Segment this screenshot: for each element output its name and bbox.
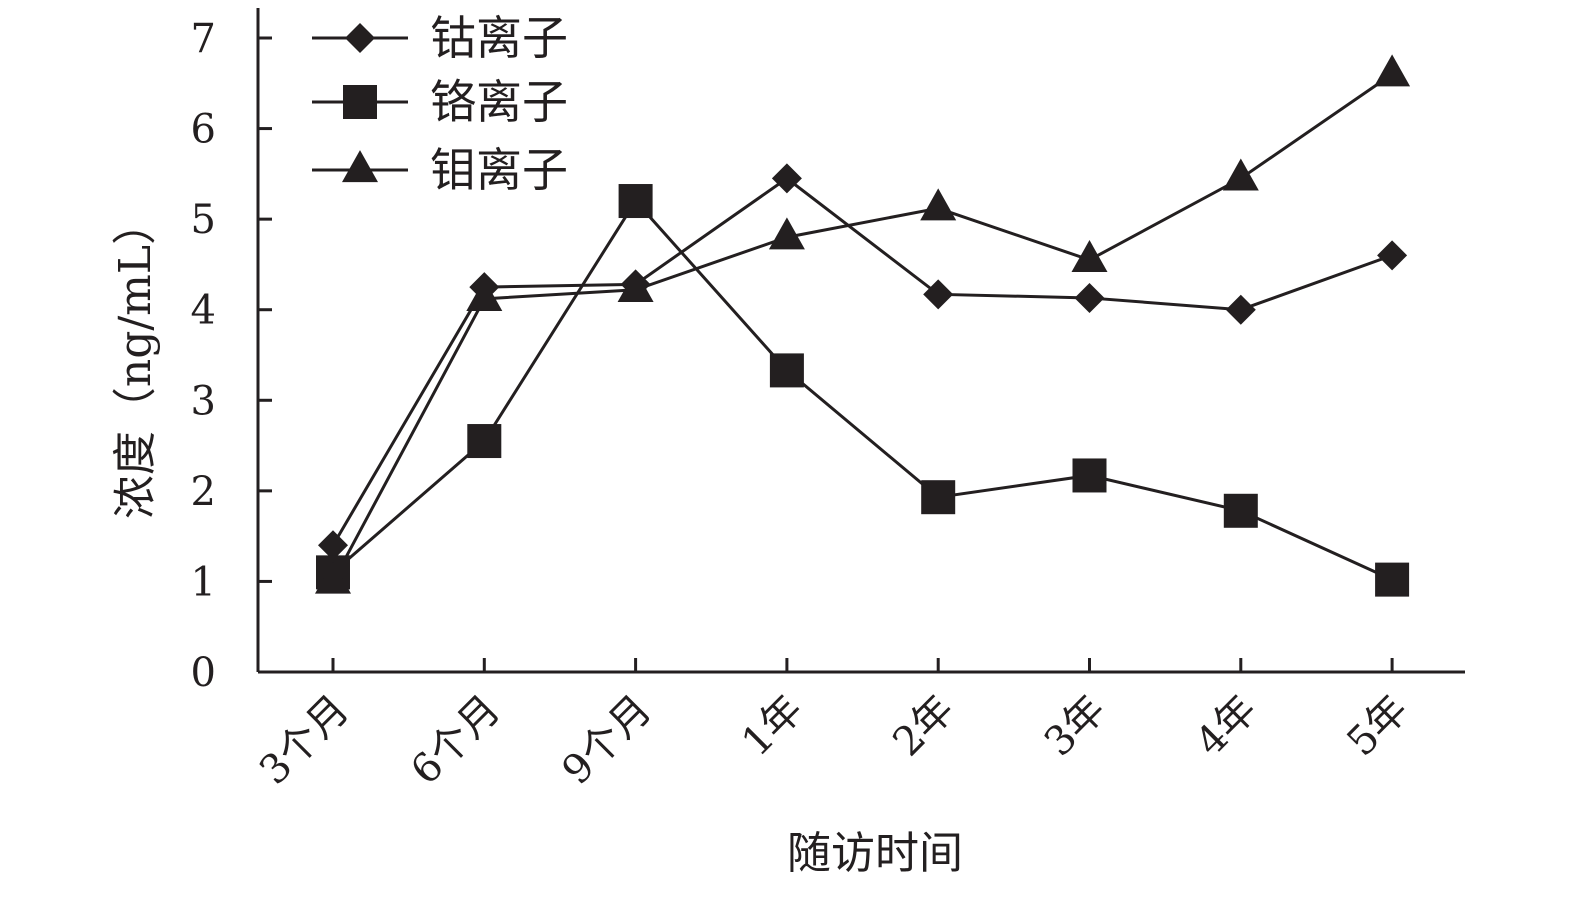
- triangle-point: [315, 561, 351, 594]
- series-lines: [331, 72, 1393, 583]
- x-tick-label: 5年: [1338, 687, 1417, 766]
- y-tick-label: 1: [191, 559, 216, 605]
- triangle-point: [617, 269, 654, 302]
- square-point: [769, 353, 804, 388]
- series-markers: [315, 54, 1411, 597]
- square-point: [618, 184, 653, 219]
- square-point: [467, 424, 502, 459]
- diamond-point: [1225, 294, 1256, 325]
- diamond-point: [1377, 240, 1408, 271]
- y-tick-label: 3: [191, 378, 216, 424]
- triangle-point: [466, 279, 503, 312]
- series-line-triangle: [331, 72, 1393, 583]
- diamond-point: [1074, 282, 1105, 313]
- legend-label: 钴离子: [430, 11, 568, 65]
- axes: 0 1 2 3 4 5 6 7 3个月 6个月 9个月 1年 2年 3年 4年 5年: [191, 8, 1465, 794]
- triangle-point: [920, 188, 957, 221]
- diamond-point: [318, 530, 348, 561]
- square-point: [1375, 562, 1410, 597]
- y-tick-label: 5: [191, 197, 216, 243]
- series-line-diamond: [331, 176, 1393, 546]
- x-tick-label: 3个月: [251, 687, 358, 794]
- y-axis-title: 浓度（ng/mL）: [110, 201, 161, 519]
- legend-label: 铬离子: [430, 75, 568, 129]
- legend-marker-triangle: [342, 150, 378, 183]
- x-tick-label: 3年: [1036, 687, 1115, 766]
- triangle-point: [1374, 54, 1411, 87]
- y-tick-label: 0: [191, 650, 216, 696]
- y-tick-label: 2: [191, 469, 216, 515]
- legend-marker-diamond: [345, 23, 375, 53]
- square-point: [1072, 458, 1107, 493]
- x-tick-label: 9个月: [554, 687, 661, 794]
- x-tick-label: 4年: [1187, 687, 1266, 766]
- x-tick-label: 6个月: [402, 687, 509, 794]
- y-tick-label: 4: [191, 288, 216, 334]
- triangle-point: [768, 217, 805, 250]
- diamond-point: [923, 279, 954, 310]
- legend-marker-square: [343, 85, 377, 119]
- y-tick-label: 6: [191, 107, 216, 153]
- legend-label: 钼离子: [430, 143, 568, 197]
- square-point: [1223, 493, 1258, 528]
- triangle-point: [1222, 158, 1259, 191]
- y-tick-label: 7: [191, 16, 216, 62]
- diamond-point: [771, 163, 802, 194]
- triangle-point: [1071, 240, 1108, 273]
- square-point: [921, 480, 956, 515]
- series-line-square: [332, 198, 1393, 581]
- x-tick-label: 2年: [884, 687, 963, 766]
- x-axis-title: 随访时间: [787, 828, 963, 879]
- x-tick-label: 1年: [733, 687, 812, 766]
